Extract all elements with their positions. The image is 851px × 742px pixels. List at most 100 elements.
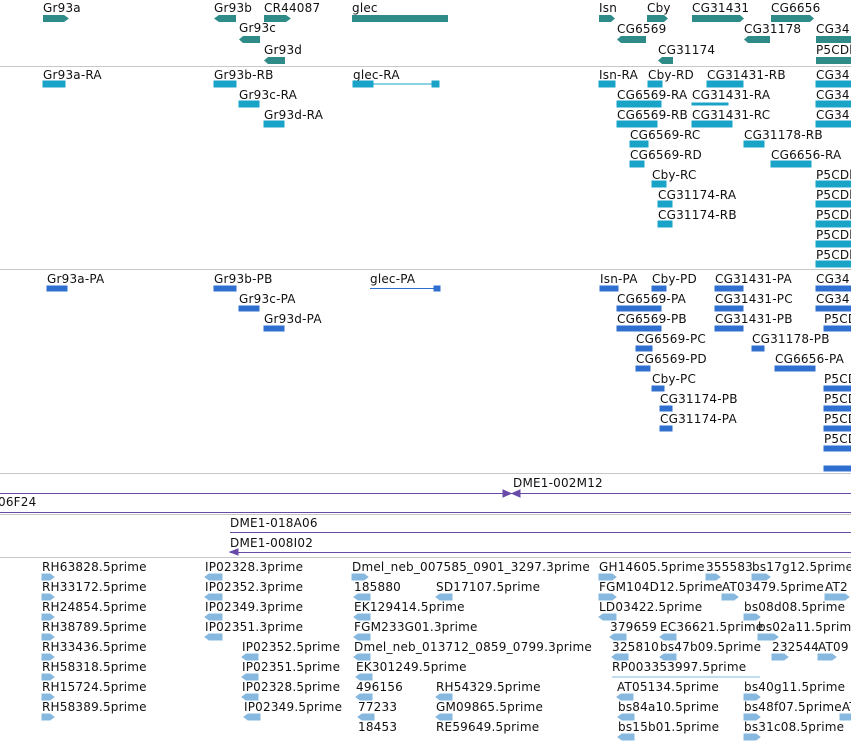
transcript-label[interactable]: Cby-RC: [652, 168, 697, 182]
est-label[interactable]: 77233: [358, 700, 398, 714]
polypeptide-label[interactable]: Cby-PD: [652, 272, 697, 286]
polypeptide-label[interactable]: CG31431-PC: [715, 292, 793, 306]
gene-label[interactable]: Isn: [599, 1, 617, 15]
polypeptide-label[interactable]: CG31174-PA: [660, 412, 737, 426]
transcript-label[interactable]: Gr93c-RA: [239, 88, 298, 102]
est-label[interactable]: RH38789.5prime: [42, 620, 147, 634]
polypeptide-label[interactable]: CG6656-PA: [775, 352, 845, 366]
polypeptide-label[interactable]: P5CDh: [824, 372, 851, 386]
gene-label[interactable]: CR44087: [264, 1, 321, 15]
est-label[interactable]: Dmel_neb_007585_0901_3297.3prime: [352, 560, 590, 574]
est-label[interactable]: IP02351.3prime: [205, 620, 304, 634]
est-label[interactable]: RH58318.5prime: [42, 660, 147, 674]
polypeptide-label[interactable]: glec-PA: [370, 272, 416, 286]
transcript-label[interactable]: Gr93b-RB: [214, 68, 274, 82]
polypeptide-label[interactable]: P5CDh: [824, 392, 851, 406]
transcript-label[interactable]: CG34: [816, 68, 850, 82]
est-label[interactable]: bs84a10.5prime: [618, 700, 719, 714]
gene-label[interactable]: Cby: [647, 1, 671, 15]
gene-label[interactable]: CG31174: [658, 43, 716, 57]
est-label[interactable]: IP02328.5prime: [242, 680, 341, 694]
est-label[interactable]: 379659: [610, 620, 658, 634]
polypeptide-label[interactable]: CG34: [816, 292, 850, 306]
gene-label[interactable]: glec: [352, 1, 378, 15]
est-label[interactable]: AT2: [825, 580, 848, 594]
est-label[interactable]: 496156: [356, 680, 404, 694]
est-label[interactable]: bs17g12.5prime: [752, 560, 851, 574]
est-label[interactable]: RH33172.5prime: [42, 580, 147, 594]
est-label[interactable]: bs47b09.5prime: [660, 640, 762, 654]
transcript-label[interactable]: CG31174-RB: [658, 208, 737, 222]
polypeptide-label[interactable]: P5CDh: [824, 312, 851, 326]
est-label[interactable]: RE59649.5prime: [436, 720, 540, 734]
transcript-label[interactable]: CG34: [816, 88, 850, 102]
est-label[interactable]: IP02349.5prime: [244, 700, 343, 714]
polypeptide-label[interactable]: CG34: [816, 272, 850, 286]
polypeptide-label[interactable]: CG6569-PB: [617, 312, 687, 326]
est-label[interactable]: bs15b01.5prime: [618, 720, 720, 734]
est-label[interactable]: RH54329.5prime: [436, 680, 541, 694]
polypeptide-label[interactable]: Gr93a-PA: [47, 272, 105, 286]
est-label[interactable]: 232544: [772, 640, 820, 654]
gene-label[interactable]: Gr93c: [239, 21, 277, 35]
gene-label[interactable]: CG31431: [692, 1, 750, 15]
est-label[interactable]: bs40g11.5prime: [744, 680, 846, 694]
polypeptide-label[interactable]: Gr93c-PA: [239, 292, 296, 306]
polypeptide-label[interactable]: CG6569-PD: [636, 352, 707, 366]
polypeptide-label[interactable]: CG31431-PB: [715, 312, 793, 326]
transcript-label[interactable]: CG34: [816, 108, 850, 122]
est-label[interactable]: bs31c08.5prime: [744, 720, 845, 734]
gene-label[interactable]: CG31178: [744, 22, 802, 36]
polypeptide-label[interactable]: P5CDh: [824, 432, 851, 446]
polypeptide-label[interactable]: Gr93b-PB: [214, 272, 273, 286]
est-label[interactable]: bs48f07.5primeAT: [744, 700, 851, 714]
est-label[interactable]: AT03479.5prime: [722, 580, 824, 594]
transcript-label[interactable]: CG31178-RB: [744, 128, 823, 142]
est-label[interactable]: GM09865.5prime: [436, 700, 544, 714]
polypeptide-label[interactable]: P5CDh: [824, 412, 851, 426]
est-label[interactable]: 325810: [612, 640, 660, 654]
polypeptide-label[interactable]: CG31174-PB: [660, 392, 738, 406]
transcript-label[interactable]: Gr93d-RA: [264, 108, 324, 122]
est-label[interactable]: IP02352.5prime: [242, 640, 341, 654]
polypeptide-label[interactable]: CG31431-PA: [715, 272, 792, 286]
transcript-label[interactable]: Cby-RD: [648, 68, 694, 82]
est-label[interactable]: FGM104D12.5prime: [599, 580, 723, 594]
est-label[interactable]: RH33436.5prime: [42, 640, 147, 654]
transcript-label[interactable]: CG6569-RA: [617, 88, 688, 102]
est-label[interactable]: bs08d08.5prime: [744, 600, 846, 614]
transcript-label[interactable]: CG31174-RA: [658, 188, 737, 202]
polypeptide-label[interactable]: CG6569-PC: [636, 332, 706, 346]
transcript-label[interactable]: Isn-RA: [599, 68, 638, 82]
polypeptide-label[interactable]: CG31178-PB: [752, 332, 830, 346]
transcript-label[interactable]: Gr93a-RA: [43, 68, 102, 82]
transcript-label[interactable]: P5CDh: [816, 168, 851, 182]
est-label[interactable]: Dmel_neb_013712_0859_0799.3prime: [354, 640, 592, 654]
est-label[interactable]: AT05134.5prime: [617, 680, 719, 694]
clone-label[interactable]: DME1-018A06: [230, 516, 318, 530]
transcript-label[interactable]: CG6569-RB: [617, 108, 688, 122]
gene-label[interactable]: Gr93a: [43, 1, 81, 15]
est-label[interactable]: RH15724.5prime: [42, 680, 147, 694]
transcript-label[interactable]: P5CDh: [816, 188, 851, 202]
est-label[interactable]: 185880: [354, 580, 402, 594]
est-label[interactable]: LD03422.5prime: [599, 600, 703, 614]
polypeptide-label[interactable]: Cby-PC: [652, 372, 697, 386]
est-label[interactable]: EC36621.5prime: [660, 620, 764, 634]
est-label[interactable]: IP02349.3prime: [205, 600, 304, 614]
est-label[interactable]: EK129414.5prime: [354, 600, 465, 614]
est-label[interactable]: SD17107.5prime: [436, 580, 541, 594]
est-label[interactable]: 18453: [358, 720, 398, 734]
transcript-label[interactable]: CG6656-RA: [771, 148, 842, 162]
gene-label[interactable]: CG6569: [617, 22, 667, 36]
est-label[interactable]: 355583: [706, 560, 754, 574]
clone-label[interactable]: 06F24: [0, 495, 37, 509]
transcript-label[interactable]: CG31431-RA: [692, 88, 771, 102]
est-label[interactable]: IP02328.3prime: [205, 560, 304, 574]
transcript-label[interactable]: glec-RA: [353, 68, 400, 82]
gene-label[interactable]: CG6656: [771, 1, 821, 15]
est-label[interactable]: bs02a11.5prime: [758, 620, 851, 634]
est-label[interactable]: IP02351.5prime: [242, 660, 341, 674]
polypeptide-label[interactable]: Gr93d-PA: [264, 312, 322, 326]
est-label[interactable]: RH58389.5prime: [42, 700, 147, 714]
